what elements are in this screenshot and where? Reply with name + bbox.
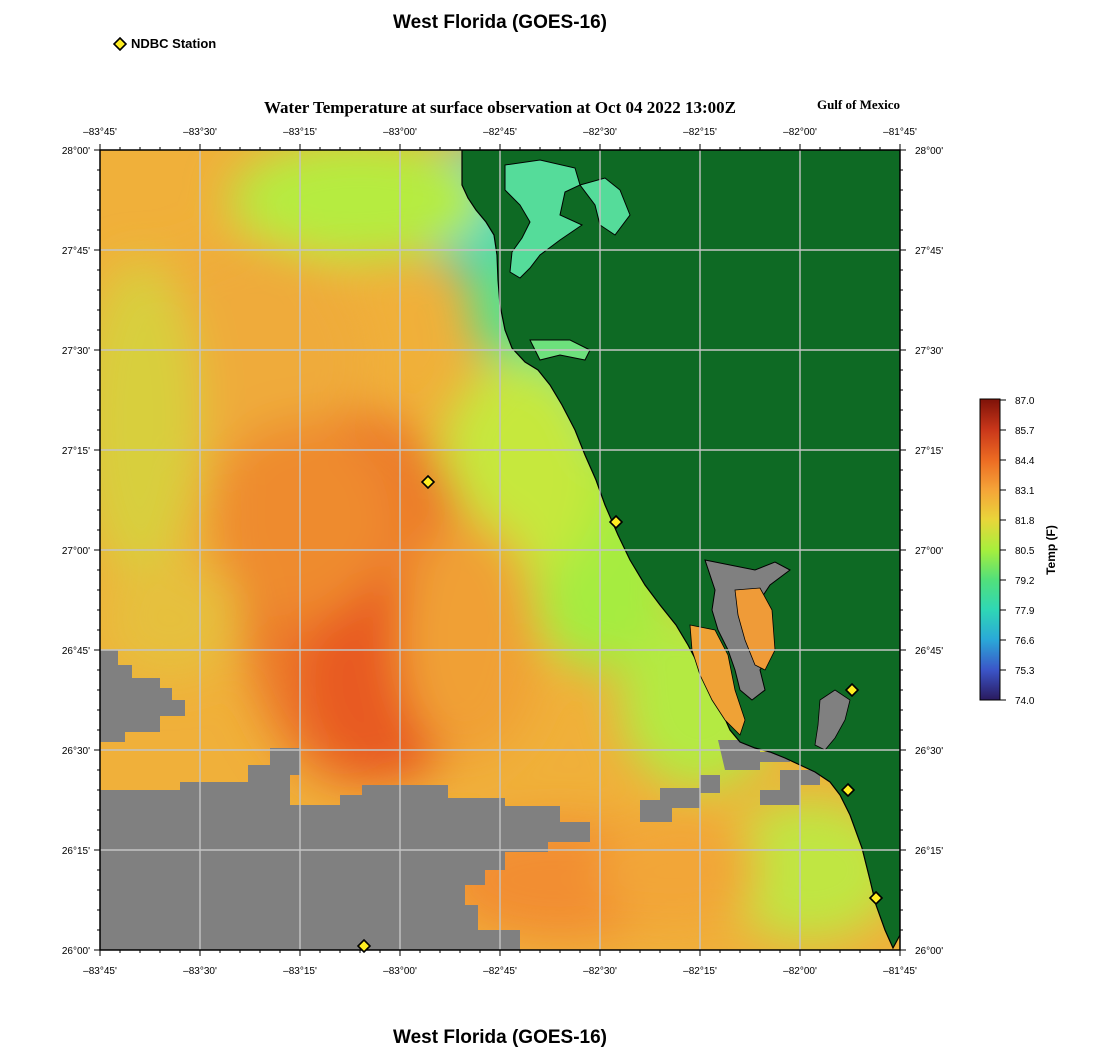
nodata-region (100, 748, 590, 950)
x-tick-label: –82°15' (683, 127, 717, 138)
x-tick-label: –83°15' (283, 127, 317, 138)
colorbar-tick-label: 76.6 (1015, 636, 1035, 647)
y-tick-label: 27°00' (62, 546, 90, 557)
x-tick-label: –83°45' (83, 966, 117, 977)
colorbar-tick-label: 80.5 (1015, 546, 1035, 557)
y-tick-label: 26°15' (915, 846, 943, 857)
x-tick-label: –81°45' (883, 966, 917, 977)
y-tick-label: 27°45' (62, 246, 90, 257)
x-tick-label: –82°30' (583, 127, 617, 138)
ndbc-station-marker[interactable] (608, 514, 624, 530)
colorbar-ticks: 87.0 85.7 84.4 83.1 81.8 80.5 79.2 77.9 76.6 75.3… (1000, 396, 1035, 707)
x-tick-label: –82°45' (483, 127, 517, 138)
x-tick-label: –83°45' (83, 127, 117, 138)
nodata-region (718, 740, 790, 770)
x-tick-label: –82°00' (783, 966, 817, 977)
y-tick-labels-left: 28°00' 27°45' 27°30' 27°15' 27°00' 26°45' 26°3… (62, 146, 90, 957)
y-tick-label: 28°00' (915, 146, 943, 157)
legend: NDBC Station (113, 36, 216, 51)
graticule (100, 150, 900, 950)
y-tick-label: 28°00' (62, 146, 90, 157)
colorbar-tick-label: 77.9 (1015, 606, 1035, 617)
tampa-bay-upper (579, 177, 631, 236)
colorbar-tick-label: 74.0 (1015, 696, 1035, 707)
tampa-bay (504, 159, 584, 279)
x-tick-labels-bottom: –83°45' –83°30' –83°15' –83°00' –82°45' –82°3… (83, 966, 917, 977)
map-title: Water Temperature at surface observation… (264, 98, 736, 117)
x-tick-label: –81°45' (883, 127, 917, 138)
y-tick-label: 26°30' (62, 746, 90, 757)
x-tick-label: –83°30' (183, 127, 217, 138)
x-tick-label: –82°45' (483, 966, 517, 977)
ndbc-station-marker[interactable] (840, 782, 856, 798)
x-tick-label: –83°00' (383, 127, 417, 138)
x-tick-label: –82°15' (683, 966, 717, 977)
y-tick-label: 26°00' (62, 946, 90, 957)
x-tick-label: –82°00' (783, 127, 817, 138)
colorbar-tick-label: 87.0 (1015, 396, 1035, 407)
page-title: West Florida (GOES-16) (393, 12, 607, 33)
ndbc-station-marker[interactable] (420, 474, 436, 490)
x-tick-label: –83°15' (283, 966, 317, 977)
colorbar: 87.0 85.7 84.4 83.1 81.8 80.5 79.2 77.9 76.6 75.3… (979, 396, 1058, 707)
y-tick-label: 27°30' (915, 346, 943, 357)
x-tick-label: –82°30' (583, 966, 617, 977)
colorbar-tick-label: 85.7 (1015, 426, 1035, 437)
x-tick-label: –83°00' (383, 966, 417, 977)
colorbar-tick-label: 81.8 (1015, 516, 1035, 527)
ndbc-stations (356, 474, 884, 954)
colorbar-tick-label: 79.2 (1015, 576, 1035, 587)
station-diamond-icon (113, 36, 127, 51)
colorbar-tick-label: 84.4 (1015, 456, 1035, 467)
y-tick-label: 26°45' (62, 646, 90, 657)
y-tick-label: 27°45' (915, 246, 943, 257)
colorbar-label: Temp (F) (1044, 525, 1058, 575)
pine-island-sound (689, 624, 746, 736)
y-tick-label: 27°15' (915, 446, 943, 457)
x-tick-labels-top: –83°45' –83°30' –83°15' –83°00' –82°45' –82°3… (83, 127, 917, 138)
y-tick-label: 26°00' (915, 946, 943, 957)
x-tick-label: –83°30' (183, 966, 217, 977)
legend-label: NDBC Station (131, 36, 217, 51)
ndbc-station-marker[interactable] (868, 890, 884, 906)
nodata-region (100, 650, 185, 742)
frame-ticks (94, 144, 906, 956)
page-title-bottom: West Florida (GOES-16) (393, 1027, 607, 1048)
colorbar-tick-label: 75.3 (1015, 666, 1035, 677)
y-tick-label: 27°00' (915, 546, 943, 557)
y-tick-label: 26°30' (915, 746, 943, 757)
region-label: Gulf of Mexico (816, 97, 900, 112)
y-tick-label: 26°15' (62, 846, 90, 857)
y-tick-label: 27°30' (62, 346, 90, 357)
nodata-region (760, 770, 820, 805)
colorbar-tick-label: 83.1 (1015, 486, 1035, 497)
y-tick-label: 26°45' (915, 646, 943, 657)
y-tick-label: 27°15' (62, 446, 90, 457)
sea-temperature-field (100, 150, 900, 950)
ndbc-station-marker[interactable] (844, 682, 860, 698)
colorbar-ramp (979, 398, 1001, 701)
ndbc-station-marker[interactable] (356, 938, 372, 954)
caloosahatchee (814, 689, 851, 751)
y-tick-labels-right: 28°00' 27°45' 27°30' 27°15' 27°00' 26°45' 26°3… (915, 146, 943, 957)
